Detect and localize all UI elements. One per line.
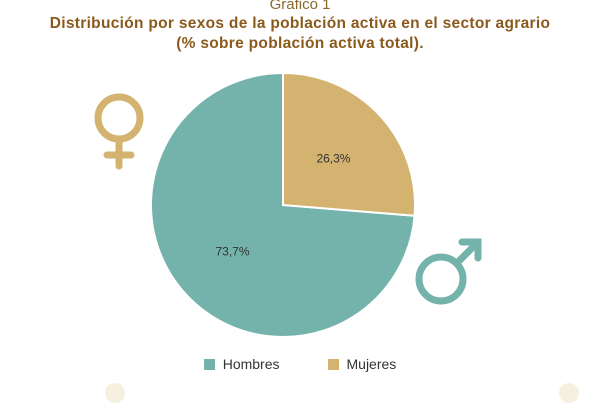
legend-item-mujeres[interactable]: Mujeres: [327, 356, 397, 372]
legend-item-hombres[interactable]: Hombres: [203, 356, 280, 372]
pie-slices: [150, 71, 416, 338]
legend-label-hombres: Hombres: [222, 356, 280, 372]
pie-label-hombres: 73,7%: [216, 245, 250, 259]
legend-swatch-hombres: [203, 358, 215, 370]
female-symbol-icon: [94, 93, 144, 170]
pie-slice-mujeres[interactable]: [282, 71, 416, 217]
chart-title: Distribución por sexos de la población a…: [14, 14, 586, 54]
pie-data-labels: 73,7% 26,3%: [216, 151, 351, 258]
chart-label: Gráfico 1: [269, 0, 331, 13]
legend-label-mujeres: Mujeres: [346, 356, 397, 372]
legend-swatch-mujeres: [327, 358, 339, 370]
legend: Hombres Mujeres: [0, 356, 600, 372]
chart-title-line1: Distribución por sexos de la población a…: [49, 15, 551, 32]
pie-label-mujeres: 26,3%: [316, 151, 350, 165]
chart-title-line2: (% sobre población activa total).: [176, 35, 424, 52]
male-symbol-icon: [415, 238, 482, 305]
wheat-decoration-icon: [559, 383, 579, 403]
wheat-decoration-icon: [105, 383, 125, 403]
